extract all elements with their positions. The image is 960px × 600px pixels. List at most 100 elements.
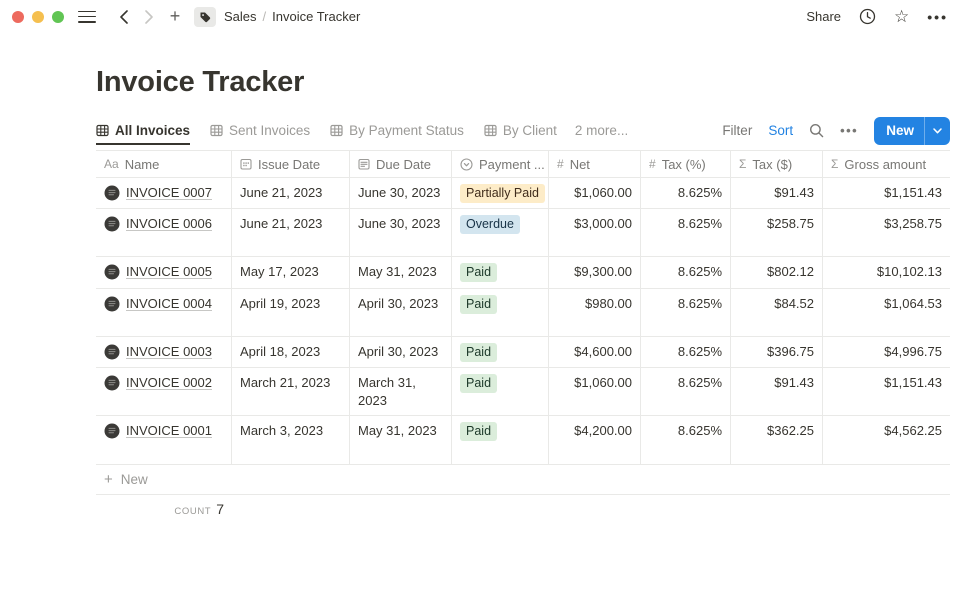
breadcrumb-page[interactable]: Invoice Tracker [272,9,361,24]
filter-button[interactable]: Filter [722,123,753,138]
add-row-button[interactable]: + New [96,465,950,495]
text-icon: Aa [104,157,119,171]
tax-pct-cell[interactable]: 8.625% [641,178,731,208]
due-date-cell[interactable]: March 31, 2023 [350,368,452,415]
net-cell[interactable]: $1,060.00 [549,368,641,415]
due-date-cell[interactable]: April 30, 2023 [350,337,452,367]
tax-pct-cell[interactable]: 8.625% [641,289,731,336]
count-calculation[interactable]: count 7 [96,499,232,519]
new-button[interactable]: New [874,116,950,145]
tax-usd-cell[interactable]: $84.52 [731,289,823,336]
payment-status-cell[interactable]: Overdue [452,209,549,256]
invoice-name-cell[interactable]: INVOICE 0001 [96,416,232,464]
invoice-name-cell[interactable]: INVOICE 0004 [96,289,232,336]
new-dropdown-chevron-icon[interactable] [924,116,950,145]
invoice-name-cell[interactable]: INVOICE 0006 [96,209,232,256]
issue-date-cell[interactable]: March 21, 2023 [232,368,350,415]
due-date-cell[interactable]: May 31, 2023 [350,257,452,288]
issue-date-cell[interactable]: March 3, 2023 [232,416,350,464]
issue-date-cell[interactable]: May 17, 2023 [232,257,350,288]
net-cell[interactable]: $980.00 [549,289,641,336]
new-tab-button[interactable]: + [169,6,181,26]
net-cell[interactable]: $4,200.00 [549,416,641,464]
history-icon[interactable] [859,8,876,25]
favorite-star-icon[interactable]: ☆ [894,7,910,26]
close-window-button[interactable] [12,10,24,23]
gross-amount-cell[interactable]: $10,102.13 [823,257,950,288]
invoice-name-link: INVOICE 0004 [126,296,212,311]
calendar-icon [240,158,252,170]
gross-amount-cell[interactable]: $1,151.43 [823,178,950,208]
column-header-tax-usd[interactable]: Σ Tax ($) [731,151,823,177]
net-cell[interactable]: $4,600.00 [549,337,641,367]
tax-usd-cell[interactable]: $802.12 [731,257,823,288]
view-tab-by-client[interactable]: By Client [484,117,557,144]
invoice-name-cell[interactable]: INVOICE 0003 [96,337,232,367]
receipt-icon [104,375,120,391]
payment-status-cell[interactable]: Paid [452,257,549,288]
payment-status-cell[interactable]: Partially Paid [452,178,549,208]
column-header-due-date[interactable]: Due Date [350,151,452,177]
breadcrumb-workspace[interactable]: Sales [224,9,257,24]
table-row: INVOICE 0006 June 21, 2023 June 30, 2023 Ov… [96,209,950,257]
net-cell[interactable]: $3,000.00 [549,209,641,256]
due-date-cell[interactable]: June 30, 2023 [350,209,452,256]
payment-status-cell[interactable]: Paid [452,289,549,336]
tax-pct-cell[interactable]: 8.625% [641,416,731,464]
view-tab-by-payment-status[interactable]: By Payment Status [330,117,464,144]
search-icon[interactable] [809,123,824,138]
more-views-button[interactable]: 2 more... [574,123,629,138]
payment-status-cell[interactable]: Paid [452,416,549,464]
tax-pct-cell[interactable]: 8.625% [641,209,731,256]
forward-button[interactable] [138,6,160,28]
due-date-cell[interactable]: April 30, 2023 [350,289,452,336]
tax-pct-cell[interactable]: 8.625% [641,368,731,415]
view-tab-sent-invoices[interactable]: Sent Invoices [210,117,310,144]
issue-date-cell[interactable]: June 21, 2023 [232,209,350,256]
tax-usd-cell[interactable]: $396.75 [731,337,823,367]
invoice-name-cell[interactable]: INVOICE 0002 [96,368,232,415]
tax-usd-cell[interactable]: $91.43 [731,368,823,415]
tax-usd-cell[interactable]: $362.25 [731,416,823,464]
tax-pct-cell[interactable]: 8.625% [641,337,731,367]
column-header-issue-date[interactable]: Issue Date [232,151,350,177]
gross-amount-cell[interactable]: $4,996.75 [823,337,950,367]
column-header-payment-status[interactable]: Payment ... [452,151,549,177]
net-cell[interactable]: $1,060.00 [549,178,641,208]
new-button-label[interactable]: New [886,123,914,138]
due-date-cell[interactable]: May 31, 2023 [350,416,452,464]
column-header-tax-pct[interactable]: # Tax (%) [641,151,731,177]
column-header-name[interactable]: Aa Name [96,151,232,177]
view-tab-all-invoices[interactable]: All Invoices [96,117,191,145]
gross-amount-cell[interactable]: $1,064.53 [823,289,950,336]
invoice-name-cell[interactable]: INVOICE 0007 [96,178,232,208]
status-badge: Paid [460,374,498,393]
sidebar-toggle-icon[interactable] [78,10,96,23]
back-button[interactable] [112,6,134,28]
tax-usd-cell[interactable]: $258.75 [731,209,823,256]
sort-button[interactable]: Sort [768,123,794,138]
gross-amount-cell[interactable]: $1,151.43 [823,368,950,415]
invoice-name-cell[interactable]: INVOICE 0005 [96,257,232,288]
payment-status-cell[interactable]: Paid [452,337,549,367]
payment-status-cell[interactable]: Paid [452,368,549,415]
column-header-gross-amount[interactable]: Σ Gross amount [831,156,927,172]
gross-amount-cell[interactable]: $4,562.25 [823,416,950,464]
zoom-window-button[interactable] [52,10,64,23]
issue-date-cell[interactable]: June 21, 2023 [232,178,350,208]
column-header-net[interactable]: # Net [549,151,641,177]
minimize-window-button[interactable] [32,10,44,23]
tax-pct-cell[interactable]: 8.625% [641,257,731,288]
status-badge: Paid [460,263,498,282]
table-view-icon [484,124,497,137]
share-button[interactable]: Share [806,9,842,24]
issue-date-cell[interactable]: April 18, 2023 [232,337,350,367]
due-date-cell[interactable]: June 30, 2023 [350,178,452,208]
tax-usd-cell[interactable]: $91.43 [731,178,823,208]
due-date-value: March 31, 2023 [358,375,416,408]
view-options-icon[interactable]: ••• [840,123,859,138]
net-cell[interactable]: $9,300.00 [549,257,641,288]
gross-amount-cell[interactable]: $3,258.75 [823,209,950,256]
more-options-icon[interactable]: ••• [927,8,948,25]
issue-date-cell[interactable]: April 19, 2023 [232,289,350,336]
